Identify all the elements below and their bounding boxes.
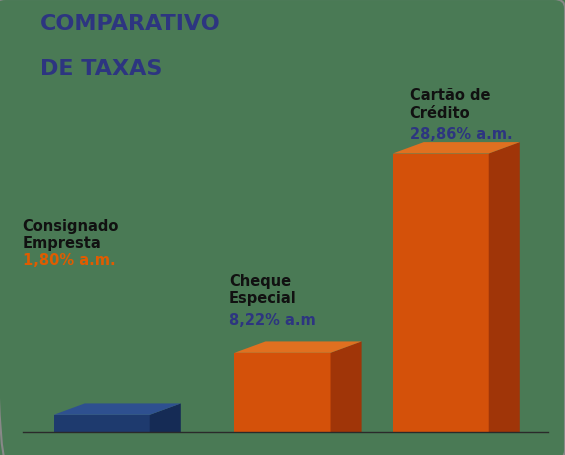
Text: Cartão de
Crédito: Cartão de Crédito (410, 88, 490, 121)
Polygon shape (489, 143, 520, 432)
Text: 1,80% a.m.: 1,80% a.m. (23, 253, 115, 268)
Text: Consignado
Empresta: Consignado Empresta (23, 218, 119, 251)
Text: COMPARATIVO: COMPARATIVO (40, 14, 220, 34)
Polygon shape (54, 404, 181, 415)
Text: 28,86% a.m.: 28,86% a.m. (410, 127, 512, 142)
Polygon shape (54, 415, 150, 432)
Polygon shape (393, 143, 520, 154)
Text: DE TAXAS: DE TAXAS (40, 59, 162, 79)
Polygon shape (393, 154, 489, 432)
Text: 8,22% a.m: 8,22% a.m (229, 312, 316, 327)
Polygon shape (234, 342, 362, 353)
Polygon shape (331, 342, 362, 432)
Polygon shape (150, 404, 181, 432)
Text: Cheque
Especial: Cheque Especial (229, 273, 297, 306)
Polygon shape (234, 353, 331, 432)
